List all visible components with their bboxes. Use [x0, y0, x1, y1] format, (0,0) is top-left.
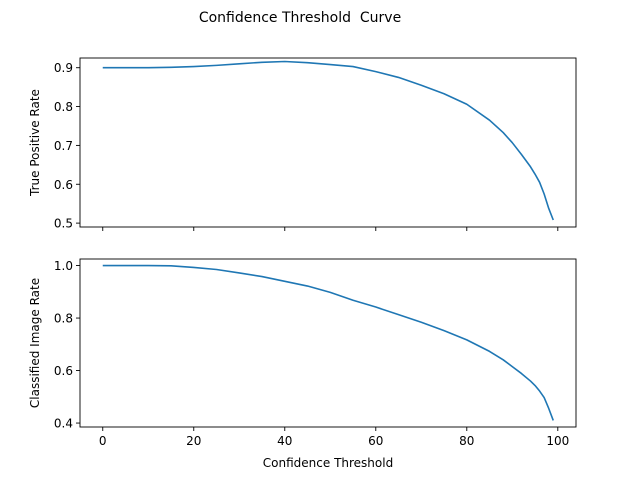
figure-title: Confidence Threshold Curve	[199, 10, 401, 26]
x-tick-label: 80	[459, 434, 474, 448]
chart-panel-2: 0 20 40 60 80 100 0.4 0.6 0.8 1.0 Classified Image…	[28, 258, 577, 470]
y-tick-label: 0.6	[54, 364, 73, 378]
series-line-1	[102, 264, 554, 421]
x-tick-label: 40	[277, 434, 292, 448]
axes-frame	[79, 57, 577, 228]
x-tick-label: 0	[99, 434, 107, 448]
y-tick-label: 0.6	[54, 178, 73, 192]
axes-frame	[79, 258, 577, 428]
y-tick-label: 0.8	[54, 100, 73, 114]
y-tick-label: 0.8	[54, 312, 73, 326]
y-axis-label: True Positive Rate	[28, 89, 42, 197]
x-tick-label: 20	[186, 434, 201, 448]
y-axis-label: Classified Image Rate	[28, 278, 42, 408]
y-tick-label: 0.5	[54, 217, 73, 231]
x-axis-label: Confidence Threshold	[263, 456, 393, 470]
x-tick-label: 100	[546, 434, 569, 448]
series-line-1	[102, 60, 554, 221]
y-tick-label: 1.0	[54, 259, 73, 273]
y-tick-label: 0.7	[54, 139, 73, 153]
y-tick-label: 0.4	[54, 417, 73, 431]
x-tick-label: 60	[368, 434, 383, 448]
y-tick-label: 0.9	[54, 61, 73, 75]
chart-panel-1: 0.5 0.6 0.7 0.8 0.9 True Positive Rate	[28, 57, 577, 231]
